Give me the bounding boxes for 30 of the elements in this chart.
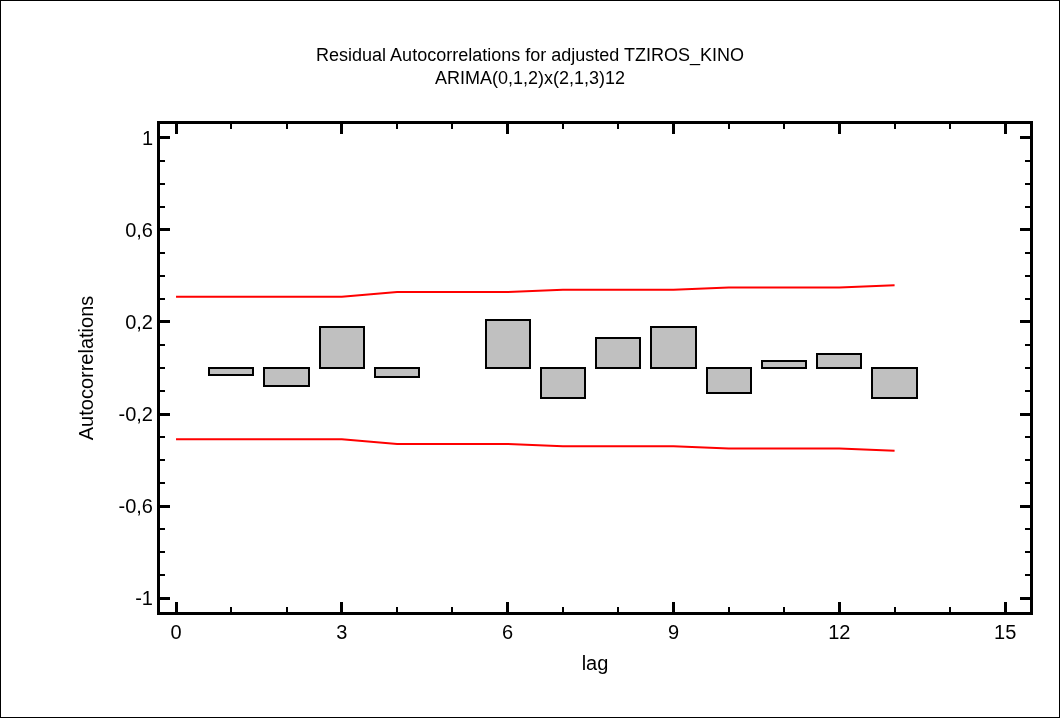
x-axis-title: lag [581,651,609,674]
line-series [175,284,896,298]
bar [208,367,254,376]
chart-subtitle: ARIMA(0,1,2)x(2,1,3)12 [434,68,626,89]
x-tick-label: 0 [170,621,182,643]
x-tick-label: 6 [502,621,514,643]
bar [485,319,531,369]
y-tick-label: -1 [135,587,153,610]
bar [319,326,365,369]
bar [816,353,862,369]
x-tick-label: 9 [667,621,680,643]
bar [595,337,641,369]
bar [540,367,586,399]
y-tick-label: 1 [141,126,153,149]
bar [706,367,752,394]
y-tick-label: 0,6 [125,218,153,241]
bar [650,326,697,369]
x-tick-label: 12 [828,621,851,643]
bar [263,367,310,387]
y-tick-label: -0,6 [118,495,153,518]
line-series [175,438,896,452]
bar [871,367,918,399]
x-tick-label: 15 [994,621,1017,643]
y-tick-label: 0,2 [125,310,153,333]
bar [374,367,420,378]
chart-title: Residual Autocorrelations for adjusted TZIROS_KINO [316,45,744,67]
y-tick-label: -0,2 [118,403,153,426]
y-axis-title: Autocorrelations [75,295,98,441]
bar [761,360,807,369]
x-tick-label: 3 [336,621,348,643]
